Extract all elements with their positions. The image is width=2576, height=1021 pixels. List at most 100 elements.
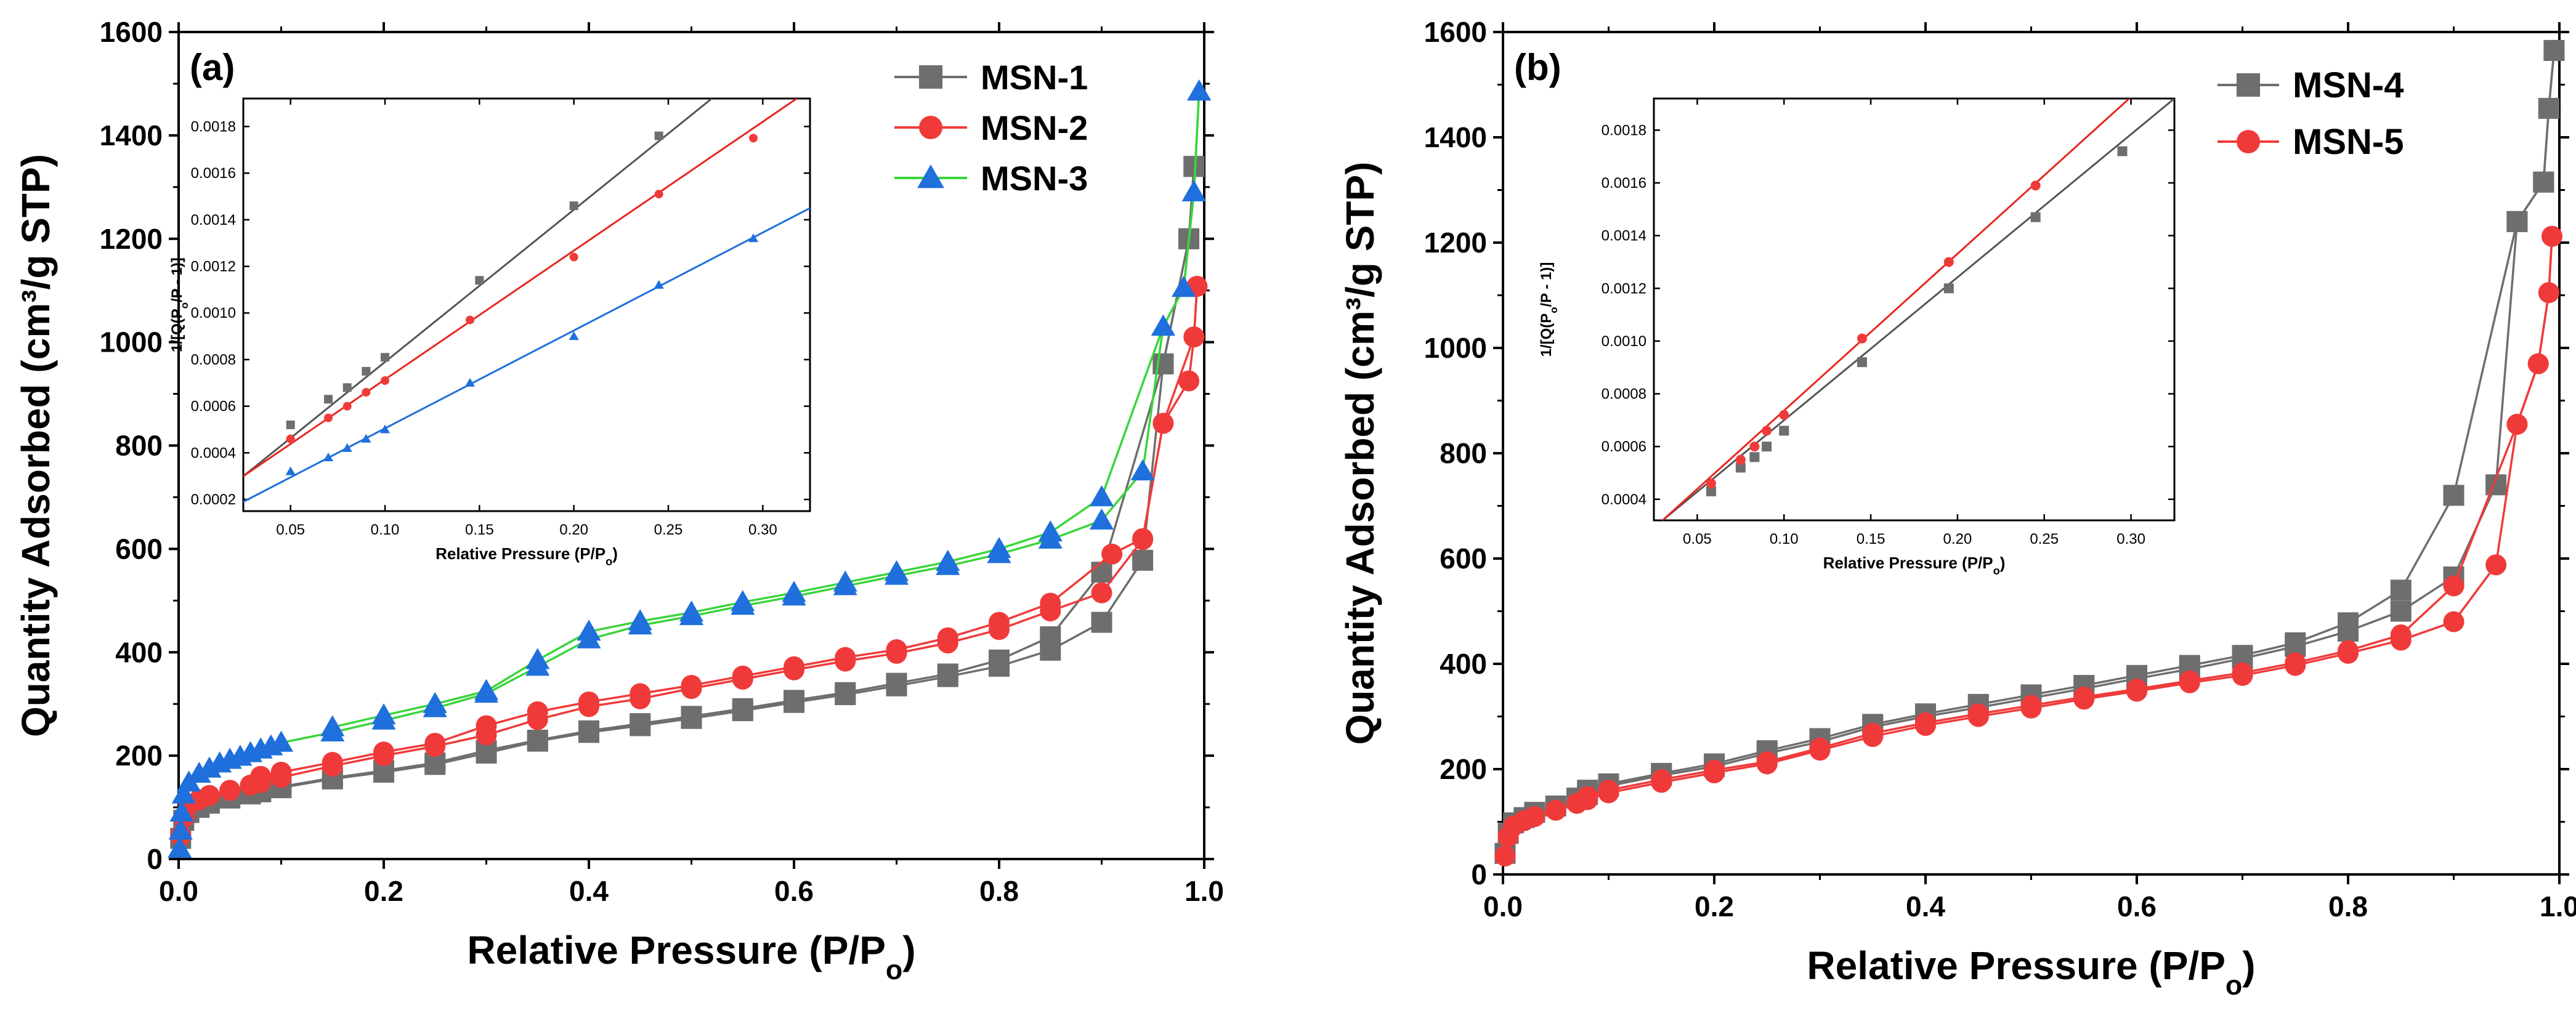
data-point-MSN-1 <box>527 729 548 751</box>
inset-x-tick-label: 0.25 <box>654 522 683 538</box>
data-point-MSN-5 <box>1967 703 1989 725</box>
x-tick-label: 0.8 <box>979 875 1019 907</box>
x-tick-label: 0.8 <box>2328 890 2368 922</box>
x-tick-label: 0.0 <box>1483 890 1523 922</box>
inset-point-MSN-2 <box>654 190 663 199</box>
inset-point-MSN-2 <box>466 315 474 325</box>
y-tick-label: 1600 <box>1424 16 1487 48</box>
series-MSN-3 <box>168 79 1212 858</box>
data-point-MSN-2 <box>198 785 220 806</box>
data-point-MSN-5 <box>2073 686 2095 708</box>
inset-point-MSN-4 <box>1857 357 1867 368</box>
inset-point-MSN-3 <box>379 424 391 434</box>
x-axis-title: Relative Pressure (P/Po) <box>1807 943 2255 1001</box>
legend-label: MSN-2 <box>981 108 1088 147</box>
data-point-MSN-5 <box>1545 799 1566 821</box>
inset-point-MSN-5 <box>2030 180 2041 191</box>
inset-y-tick-label: 0.0004 <box>191 445 236 461</box>
data-point-MSN-5 <box>2285 652 2306 674</box>
data-point-MSN-2 <box>835 647 856 668</box>
data-point-MSN-2 <box>989 611 1010 633</box>
inset-x-tick-label: 0.10 <box>1770 531 1799 547</box>
data-point-MSN-2 <box>1101 543 1123 565</box>
data-point-MSN-3 <box>1130 459 1155 481</box>
y-tick-label: 200 <box>1440 753 1487 785</box>
data-point-MSN-1 <box>1091 611 1112 633</box>
inset-x-tick-label: 0.25 <box>2030 531 2059 547</box>
data-point-MSN-2 <box>732 665 753 687</box>
data-point-MSN-3 <box>168 836 192 858</box>
legend-marker <box>2236 129 2261 154</box>
inset-y-tick-label: 0.0004 <box>1602 491 1646 508</box>
inset-y-tick-label: 0.0012 <box>1602 280 1646 297</box>
data-point-MSN-2 <box>219 780 241 801</box>
data-point-MSN-3 <box>269 730 294 752</box>
data-point-MSN-2 <box>476 715 497 736</box>
legend-label: MSN-4 <box>2293 65 2404 105</box>
data-point-MSN-1 <box>732 698 753 719</box>
data-point-MSN-4 <box>2390 600 2412 622</box>
inset-x-tick-label: 0.20 <box>559 522 588 538</box>
data-point-MSN-2 <box>250 765 272 787</box>
inset-y-tick-label: 0.0012 <box>191 259 236 275</box>
inset-point-MSN-3 <box>285 466 296 475</box>
x-tick-label: 0.2 <box>1695 890 1734 922</box>
chart-b-main: 0.0 0.2 0.4 0.6 0.8 1.0 0 200 400 600 800 1000 1200 1… <box>1338 16 2576 1001</box>
x-axis-title: Relative Pressure (P/Po) <box>467 928 915 985</box>
inset-y-tick-label: 0.0008 <box>191 352 236 368</box>
data-point-MSN-3 <box>782 581 806 602</box>
data-point-MSN-3 <box>987 536 1011 559</box>
inset-point-MSN-4 <box>1762 442 1772 452</box>
data-point-MSN-5 <box>1756 751 1778 773</box>
fit-line-MSN-1 <box>243 99 713 477</box>
y-tick-label: 400 <box>115 636 163 668</box>
inset-point-MSN-4 <box>1779 426 1789 436</box>
data-point-MSN-5 <box>2232 662 2253 684</box>
data-point-MSN-3 <box>474 679 499 700</box>
data-point-MSN-2 <box>1152 413 1174 434</box>
inset-x-tick-label: 0.05 <box>1683 531 1712 547</box>
inset-point-MSN-3 <box>323 452 334 461</box>
inset-point-MSN-3 <box>569 331 579 341</box>
chart-a-main: 0.0 0.2 0.4 0.6 0.8 1.00200400600800100012001… <box>14 16 1224 985</box>
inset-point-MSN-2 <box>749 134 758 143</box>
y-tick-label: 800 <box>1440 437 1487 469</box>
y-tick-label: 0 <box>1471 858 1487 890</box>
legend-label: MSN-1 <box>981 58 1088 97</box>
y-tick-label: 0 <box>147 843 163 875</box>
series-MSN-2 <box>170 275 1208 847</box>
data-point-MSN-5 <box>2485 554 2507 576</box>
data-point-MSN-5 <box>2020 695 2042 716</box>
y-tick-label: 600 <box>1440 543 1487 575</box>
inset-y-tick-label: 0.0008 <box>1602 386 1646 403</box>
inset-y-tick-label: 0.0014 <box>1602 228 1646 244</box>
inset-y-tick-label: 0.0006 <box>1602 438 1646 455</box>
inset-point-MSN-4 <box>2030 212 2041 222</box>
data-point-MSN-1 <box>1040 626 1061 648</box>
inset-point-MSN-4 <box>2117 146 2128 156</box>
inset-point-MSN-3 <box>464 377 476 387</box>
legend-marker <box>917 164 944 188</box>
inset-x-axis-title: Relative Pressure (P/Po) <box>1823 554 2006 577</box>
data-point-MSN-3 <box>1151 314 1175 336</box>
fit-line-MSN-4 <box>1662 99 2174 520</box>
inset-point-MSN-5 <box>1779 410 1789 420</box>
data-point-MSN-2 <box>630 683 651 704</box>
inset-point-MSN-2 <box>381 376 389 385</box>
data-point-MSN-3 <box>1089 508 1114 530</box>
inset-point-MSN-2 <box>324 413 333 422</box>
data-point-MSN-1 <box>835 682 856 703</box>
data-point-MSN-5 <box>2541 225 2562 247</box>
data-point-MSN-1 <box>989 649 1010 671</box>
data-point-MSN-3 <box>171 782 196 804</box>
y-tick-label: 400 <box>1440 648 1487 680</box>
data-point-MSN-5 <box>1704 759 1725 781</box>
data-point-MSN-2 <box>322 752 343 773</box>
inset-point-MSN-2 <box>286 434 295 443</box>
data-point-MSN-1 <box>937 663 958 685</box>
x-tick-label: 1.0 <box>1185 875 1224 907</box>
data-point-MSN-1 <box>578 720 599 741</box>
data-point-MSN-3 <box>423 692 447 713</box>
inset-y-axis-title: 1/[Q(Po/P - 1)] <box>169 257 190 352</box>
